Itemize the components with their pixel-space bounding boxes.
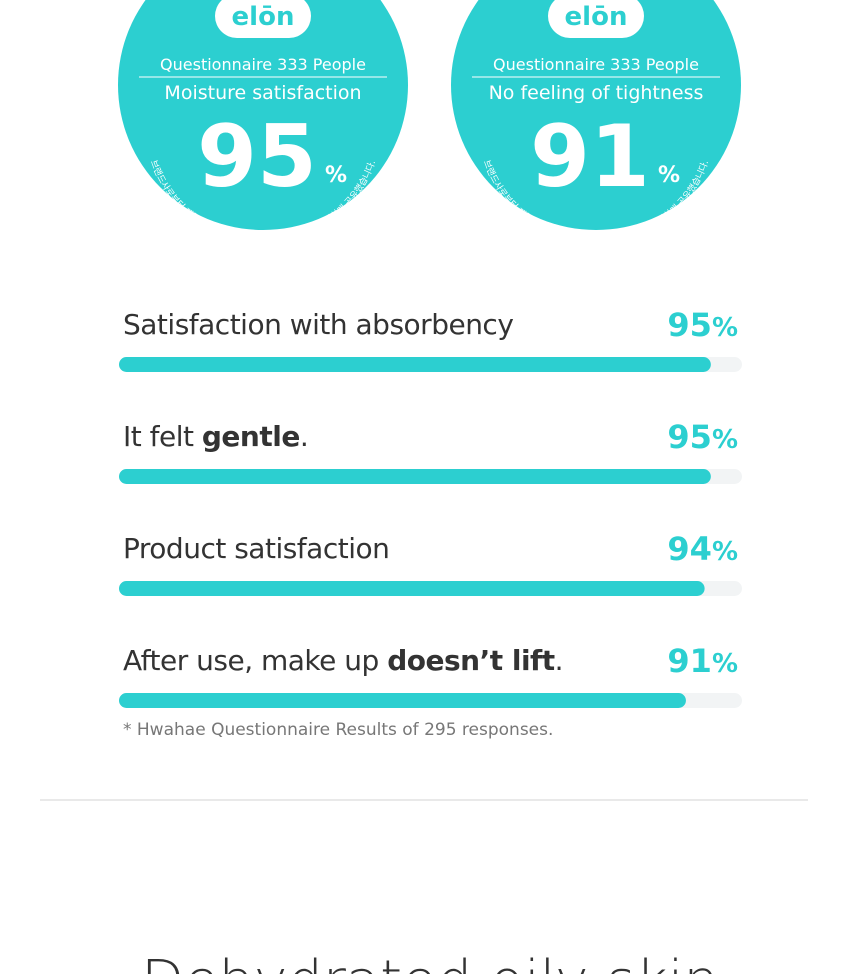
- logo: elōn: [565, 2, 628, 32]
- label-part: Satisfaction with absorbency: [123, 308, 513, 341]
- label-part: .: [300, 420, 308, 453]
- badge-value: 95: [197, 107, 317, 207]
- stat-value: 94%: [667, 530, 738, 568]
- badge: elōn Questionnaire 333 People Moisture sat…: [118, 0, 408, 246]
- badge-title: Moisture satisfaction: [164, 82, 361, 104]
- label-part: doesn’t lift: [387, 644, 555, 677]
- stat-unit: %: [712, 313, 738, 343]
- stat-label: After use, make up doesn’t lift.: [123, 644, 563, 677]
- stat-unit: %: [712, 425, 738, 455]
- stat-unit: %: [712, 537, 738, 567]
- badge-caption: Questionnaire 333 People: [493, 55, 699, 74]
- badge-circle: [451, 0, 741, 230]
- footnote: * Hwahae Questionnaire Results of 295 re…: [123, 720, 553, 740]
- stat-value: 95%: [667, 418, 738, 456]
- badge-value: 91: [530, 107, 650, 207]
- label-part: It felt: [123, 420, 202, 453]
- logo-pill: [548, 0, 644, 38]
- label-part: After use, make up: [123, 644, 387, 677]
- stat-number: 95: [667, 418, 712, 456]
- logo: elōn: [232, 2, 295, 32]
- bar: [119, 581, 705, 596]
- stat-number: 95: [667, 306, 712, 344]
- logo-pill: [215, 0, 311, 38]
- label-part: Product satisfaction: [123, 532, 389, 565]
- stat-unit: %: [712, 649, 738, 679]
- badge-circle: [118, 0, 408, 230]
- stat-number: 94: [667, 530, 712, 568]
- stat-value: 95%: [667, 306, 738, 344]
- stat-value: 91%: [667, 642, 738, 680]
- next-heading: Dehydrated oily skin: [141, 949, 719, 974]
- label-part: .: [555, 644, 563, 677]
- stat-label: It felt gentle.: [123, 420, 308, 453]
- bar: [119, 357, 711, 372]
- badge-unit: %: [658, 163, 680, 188]
- badge-title: No feeling of tightness: [489, 82, 704, 104]
- badge: elōn Questionnaire 333 People No feeling o…: [451, 0, 741, 246]
- stat-label: Satisfaction with absorbency: [123, 308, 513, 341]
- stat-label: Product satisfaction: [123, 532, 389, 565]
- label-part: gentle: [202, 420, 300, 453]
- stat-number: 91: [667, 642, 712, 680]
- bar: [119, 693, 686, 708]
- badge-caption: Questionnaire 333 People: [160, 55, 366, 74]
- badge-unit: %: [325, 163, 347, 188]
- bar: [119, 469, 711, 484]
